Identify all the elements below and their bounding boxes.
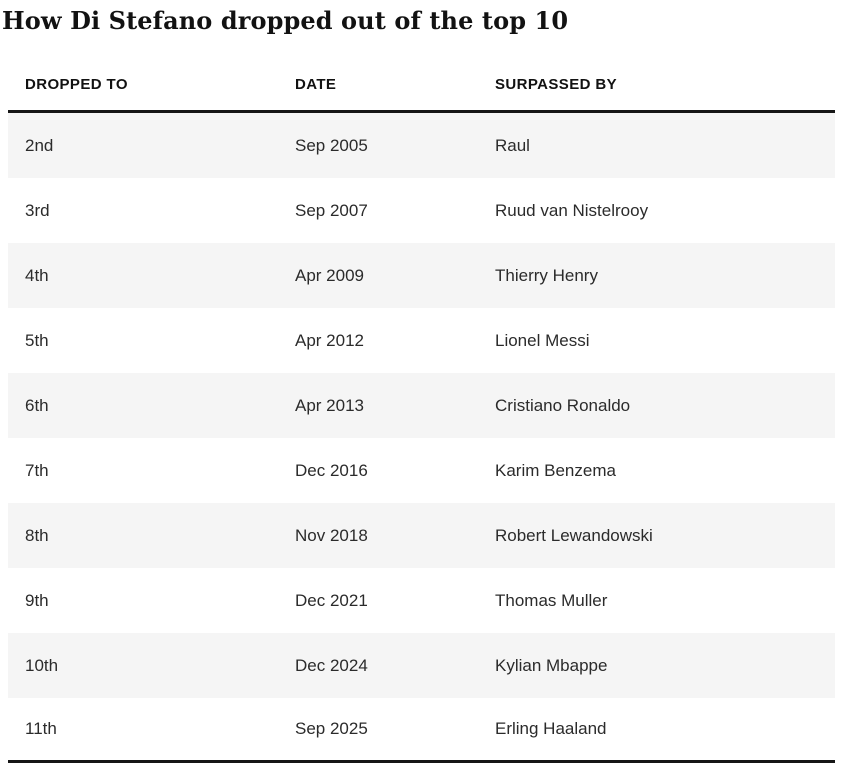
table-row: 3rd Sep 2007 Ruud van Nistelrooy bbox=[8, 178, 835, 243]
cell-surpassed-by: Karim Benzema bbox=[495, 438, 835, 503]
cell-dropped-to: 6th bbox=[8, 373, 295, 438]
cell-date: Nov 2018 bbox=[295, 503, 495, 568]
table-row: 4th Apr 2009 Thierry Henry bbox=[8, 243, 835, 308]
cell-date: Dec 2016 bbox=[295, 438, 495, 503]
cell-surpassed-by: Ruud van Nistelrooy bbox=[495, 178, 835, 243]
cell-surpassed-by: Robert Lewandowski bbox=[495, 503, 835, 568]
cell-date: Sep 2005 bbox=[295, 111, 495, 178]
cell-dropped-to: 11th bbox=[8, 698, 295, 763]
table-row: 10th Dec 2024 Kylian Mbappe bbox=[8, 633, 835, 698]
cell-surpassed-by: Raul bbox=[495, 111, 835, 178]
table-row: 5th Apr 2012 Lionel Messi bbox=[8, 308, 835, 373]
column-header-surpassed-by: SURPASSED BY bbox=[495, 76, 835, 113]
cell-dropped-to: 9th bbox=[8, 568, 295, 633]
table-row: 8th Nov 2018 Robert Lewandowski bbox=[8, 503, 835, 568]
cell-dropped-to: 4th bbox=[8, 243, 295, 308]
cell-surpassed-by: Thierry Henry bbox=[495, 243, 835, 308]
cell-date: Dec 2021 bbox=[295, 568, 495, 633]
cell-date: Apr 2012 bbox=[295, 308, 495, 373]
cell-date: Sep 2025 bbox=[295, 698, 495, 763]
cell-date: Apr 2013 bbox=[295, 373, 495, 438]
cell-date: Sep 2007 bbox=[295, 178, 495, 243]
column-header-date: DATE bbox=[295, 76, 495, 113]
cell-date: Apr 2009 bbox=[295, 243, 495, 308]
column-header-dropped-to: DROPPED TO bbox=[8, 76, 295, 113]
cell-dropped-to: 5th bbox=[8, 308, 295, 373]
cell-dropped-to: 8th bbox=[8, 503, 295, 568]
table-body: 2nd Sep 2005 Raul 3rd Sep 2007 Ruud van Niste… bbox=[8, 111, 835, 763]
cell-dropped-to: 2nd bbox=[8, 111, 295, 178]
table-row: 7th Dec 2016 Karim Benzema bbox=[8, 438, 835, 503]
cell-surpassed-by: Lionel Messi bbox=[495, 308, 835, 373]
table-row: 11th Sep 2025 Erling Haaland bbox=[8, 698, 835, 763]
cell-date: Dec 2024 bbox=[295, 633, 495, 698]
cell-dropped-to: 3rd bbox=[8, 178, 295, 243]
page-title: How Di Stefano dropped out of the top 10 bbox=[2, 6, 569, 35]
cell-dropped-to: 10th bbox=[8, 633, 295, 698]
cell-surpassed-by: Kylian Mbappe bbox=[495, 633, 835, 698]
cell-surpassed-by: Erling Haaland bbox=[495, 698, 835, 763]
table-row: 2nd Sep 2005 Raul bbox=[8, 111, 835, 178]
cell-surpassed-by: Cristiano Ronaldo bbox=[495, 373, 835, 438]
cell-dropped-to: 7th bbox=[8, 438, 295, 503]
table-row: 6th Apr 2013 Cristiano Ronaldo bbox=[8, 373, 835, 438]
cell-surpassed-by: Thomas Muller bbox=[495, 568, 835, 633]
table-header-row: DROPPED TO DATE SURPASSED BY bbox=[8, 76, 835, 113]
table-row: 9th Dec 2021 Thomas Muller bbox=[8, 568, 835, 633]
rank-history-table: DROPPED TO DATE SURPASSED BY 2nd Sep 2005… bbox=[8, 76, 835, 763]
